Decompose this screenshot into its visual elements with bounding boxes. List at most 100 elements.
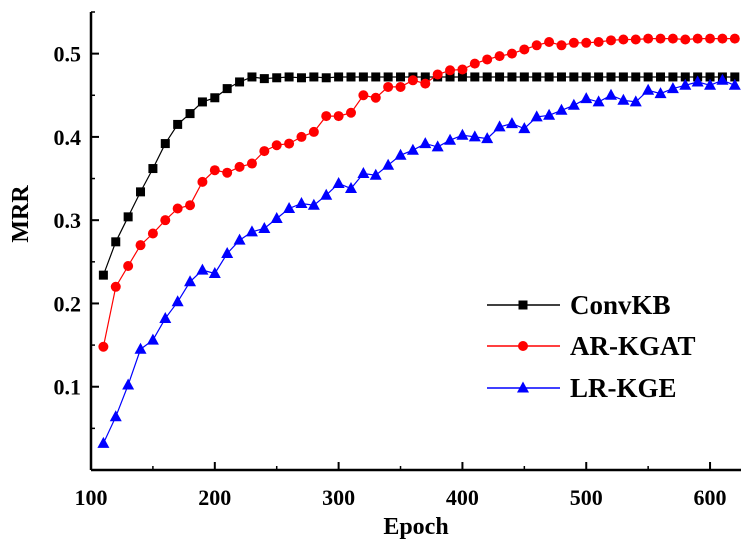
data-point-lr-kge	[468, 130, 481, 142]
data-point-convkb	[569, 72, 579, 82]
data-point-lr-kge	[345, 182, 357, 194]
data-point-ar-kgat	[506, 48, 517, 59]
series-line-ar-kgat	[102, 37, 735, 347]
data-point-ar-kgat	[160, 215, 171, 226]
data-point-convkb	[730, 72, 740, 82]
data-point-ar-kgat	[135, 240, 146, 251]
data-point-ar-kgat	[383, 81, 394, 92]
data-point-lr-kge	[233, 233, 246, 245]
data-point-ar-kgat	[110, 281, 121, 292]
data-point-lr-kge	[530, 110, 543, 122]
data-point-lr-kge	[679, 78, 692, 90]
legend-item-convkb: ConvKB	[487, 290, 671, 320]
data-point-ar-kgat	[308, 126, 319, 137]
legend-label-lr-kge: LR-KGE	[570, 373, 677, 403]
legend: ConvKB AR-KGAT LR-KGE	[487, 290, 696, 403]
data-point-ar-kgat	[630, 34, 641, 45]
data-point-ar-kgat	[445, 65, 456, 76]
data-point-convkb	[160, 139, 170, 149]
data-point-convkb	[173, 119, 183, 129]
data-point-ar-kgat	[556, 40, 567, 51]
data-point-ar-kgat	[284, 138, 295, 149]
data-point-lr-kge	[159, 311, 172, 323]
data-point-convkb	[334, 72, 344, 82]
data-point-ar-kgat	[222, 167, 233, 178]
data-point-ar-kgat	[246, 158, 257, 169]
legend-marker-lr-kge	[517, 381, 529, 393]
data-point-lr-kge	[605, 88, 617, 100]
data-point-lr-kge	[258, 222, 271, 234]
data-point-ar-kgat	[185, 200, 196, 211]
data-point-convkb	[532, 72, 542, 82]
series-line-convkb	[102, 76, 735, 276]
data-point-lr-kge	[196, 263, 209, 275]
legend-marker-ar-kgat	[518, 341, 528, 351]
data-point-lr-kge	[431, 140, 444, 152]
data-point-convkb	[371, 72, 381, 82]
data-point-ar-kgat	[123, 260, 134, 271]
data-point-lr-kge	[691, 75, 704, 87]
data-point-lr-kge	[642, 83, 655, 95]
data-point-ar-kgat	[432, 69, 443, 80]
legend-item-lr-kge: LR-KGE	[487, 373, 677, 403]
data-point-ar-kgat	[98, 341, 109, 352]
x-tick-label: 500	[570, 485, 603, 510]
legend-item-ar-kgat: AR-KGAT	[487, 331, 696, 361]
y-tick-label: 0.4	[54, 125, 82, 150]
data-point-lr-kge	[716, 73, 729, 85]
data-point-ar-kgat	[692, 33, 703, 44]
data-point-ar-kgat	[321, 111, 332, 122]
data-point-lr-kge	[481, 132, 494, 144]
data-point-convkb	[705, 72, 715, 82]
data-point-ar-kgat	[358, 90, 369, 101]
data-point-lr-kge	[567, 98, 580, 110]
y-tick-label: 0.5	[54, 42, 82, 67]
data-point-convkb	[272, 73, 282, 83]
data-point-convkb	[296, 73, 306, 83]
data-point-lr-kge	[320, 188, 333, 200]
data-point-ar-kgat	[667, 33, 678, 44]
data-point-lr-kge	[518, 122, 531, 134]
data-point-lr-kge	[419, 137, 432, 149]
data-point-lr-kge	[580, 92, 593, 104]
data-point-lr-kge	[394, 148, 407, 160]
data-point-lr-kge	[369, 168, 382, 180]
data-point-ar-kgat	[407, 75, 418, 86]
data-point-convkb	[656, 72, 666, 82]
data-point-convkb	[544, 72, 554, 82]
data-point-lr-kge	[654, 87, 667, 99]
data-point-convkb	[470, 72, 480, 82]
data-point-lr-kge	[543, 108, 556, 120]
data-point-convkb	[668, 72, 678, 82]
data-point-convkb	[519, 72, 529, 82]
data-point-convkb	[98, 270, 108, 280]
data-point-convkb	[185, 109, 195, 119]
data-point-ar-kgat	[333, 111, 344, 122]
data-point-convkb	[358, 72, 368, 82]
data-point-ar-kgat	[395, 81, 406, 92]
data-point-lr-kge	[307, 198, 320, 210]
data-point-convkb	[309, 72, 319, 82]
data-point-lr-kge	[382, 158, 395, 170]
data-point-lr-kge	[245, 225, 258, 237]
x-tick-label: 400	[446, 485, 479, 510]
data-point-ar-kgat	[147, 228, 158, 239]
data-point-convkb	[259, 74, 269, 84]
series-ar-kgat	[98, 33, 740, 352]
data-point-lr-kge	[728, 78, 741, 90]
data-point-convkb	[631, 72, 641, 82]
data-point-ar-kgat	[370, 92, 381, 103]
data-point-ar-kgat	[172, 203, 183, 214]
data-point-convkb	[482, 72, 492, 82]
data-point-ar-kgat	[209, 165, 220, 176]
data-point-lr-kge	[357, 167, 370, 179]
legend-marker-convkb	[518, 300, 528, 310]
data-point-lr-kge	[208, 266, 221, 278]
data-point-convkb	[420, 72, 430, 82]
data-point-lr-kge	[171, 295, 184, 307]
data-point-convkb	[148, 164, 158, 174]
data-point-lr-kge	[283, 202, 296, 214]
series-convkb	[98, 72, 740, 280]
data-point-lr-kge	[184, 275, 197, 287]
data-point-convkb	[111, 237, 121, 247]
